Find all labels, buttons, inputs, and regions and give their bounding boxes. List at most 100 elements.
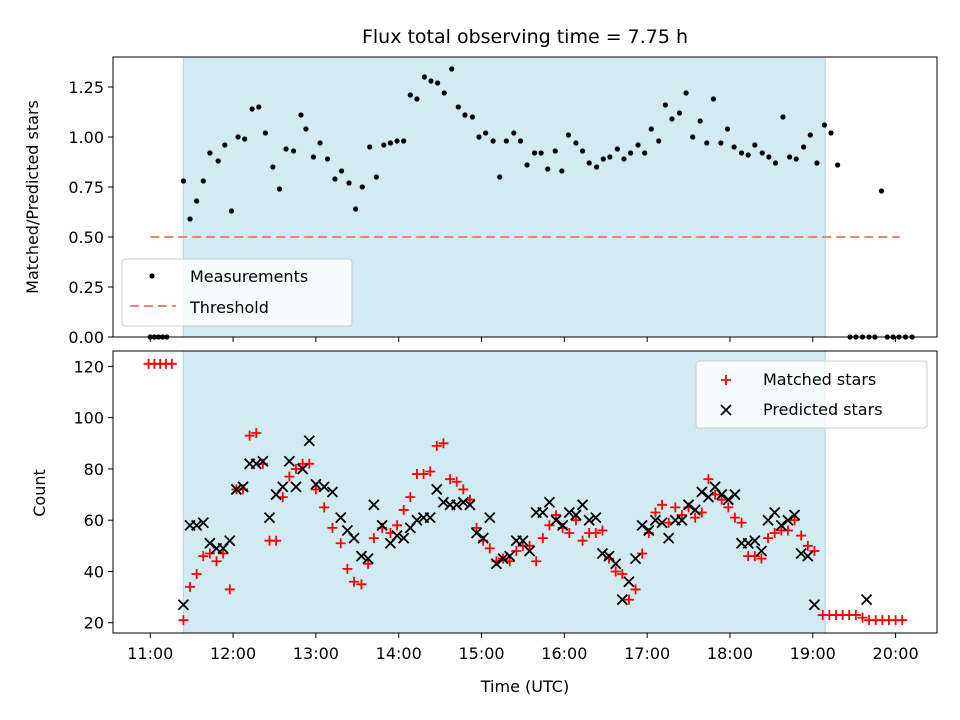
matched-star-point xyxy=(363,558,374,569)
predicted-star-point xyxy=(702,491,715,503)
bottom-y-axis-label: Count xyxy=(30,469,49,517)
measurement-point xyxy=(290,148,297,154)
predicted-star-point xyxy=(204,537,216,549)
bottom-y-tick-label: 60 xyxy=(84,511,104,530)
top-legend xyxy=(121,258,353,327)
measurement-point xyxy=(600,156,606,162)
measurement-point xyxy=(752,142,758,148)
predicted-star-point xyxy=(477,532,489,544)
predicted-star-point xyxy=(636,519,648,531)
bottom-y-tick-label: 40 xyxy=(84,562,104,581)
measurement-point xyxy=(387,140,394,146)
predicted-star-point xyxy=(649,514,662,526)
top-y-tick-label: 1.00 xyxy=(68,128,104,147)
matched-star-point xyxy=(769,528,780,539)
predicted-star-point xyxy=(197,517,209,529)
predicted-star-point xyxy=(550,514,562,526)
predicted-star-point xyxy=(537,506,549,519)
predicted-star-point xyxy=(457,496,469,508)
matched-star-point xyxy=(398,504,409,515)
matched-star-point xyxy=(425,466,436,477)
measurement-point xyxy=(497,174,503,180)
matched-star-point xyxy=(570,515,581,526)
measurement-point xyxy=(490,138,496,144)
matched-star-point xyxy=(597,525,608,536)
bottom-y-tick-label: 120 xyxy=(73,357,104,376)
predicted-star-point xyxy=(411,514,423,526)
predicted-star-point xyxy=(391,529,403,542)
top-y-tick-label: 0.50 xyxy=(68,228,104,247)
matched-star-point xyxy=(438,438,449,449)
measurement-point xyxy=(187,216,193,222)
predicted-star-point xyxy=(297,463,309,475)
matched-star-point xyxy=(335,538,346,549)
measurement-point xyxy=(476,134,482,140)
measurement-point xyxy=(511,130,517,136)
measurement-point xyxy=(559,168,565,174)
measurement-point xyxy=(228,208,235,214)
measurement-point xyxy=(614,146,620,152)
predicted-star-point xyxy=(424,511,436,524)
matched-star-point xyxy=(405,492,416,503)
matched-star-point xyxy=(484,543,495,554)
predicted-star-point xyxy=(808,599,821,611)
matched-star-point xyxy=(310,484,321,495)
predicted-star-point xyxy=(283,455,296,467)
matched-star-point xyxy=(431,440,442,451)
measurement-point xyxy=(428,78,434,84)
predicted-star-point xyxy=(543,496,556,508)
predicted-star-point xyxy=(451,499,463,511)
predicted-star-point xyxy=(596,547,609,560)
measurement-point xyxy=(731,144,737,150)
measurement-point xyxy=(401,138,407,144)
measurement-point xyxy=(552,148,558,154)
matched-star-point xyxy=(590,528,601,539)
measurement-point xyxy=(642,150,648,156)
matched-star-point xyxy=(284,471,295,482)
measurement-point xyxy=(222,142,228,148)
measurement-point xyxy=(180,178,186,184)
matched-star-point xyxy=(756,553,767,564)
matched-star-point xyxy=(716,494,727,505)
x-tick-label: 16:00 xyxy=(541,644,587,663)
bottom-legend xyxy=(695,360,928,429)
measurement-point xyxy=(607,154,613,160)
matched-star-point xyxy=(319,502,330,513)
predicted-star-point xyxy=(782,514,794,526)
predicted-star-point xyxy=(583,514,595,526)
measurement-point xyxy=(353,206,359,212)
measurement-point xyxy=(780,114,786,120)
matched-star-point xyxy=(451,476,462,487)
predicted-star-point xyxy=(224,535,236,547)
matched-star-point xyxy=(368,533,379,544)
measurement-point xyxy=(276,186,283,192)
measurement-point xyxy=(381,142,387,148)
matched-star-point xyxy=(524,540,535,551)
predicted-star-point xyxy=(437,496,450,508)
predicted-star-point xyxy=(623,576,635,588)
matched-star-point xyxy=(218,548,229,559)
matched-star-point xyxy=(191,569,202,580)
legend-matched-label: Matched stars xyxy=(763,370,876,389)
predicted-star-point xyxy=(335,511,347,524)
x-tick-label: 20:00 xyxy=(873,644,919,663)
measurement-point xyxy=(373,174,379,180)
x-tick-label: 12:00 xyxy=(210,644,256,663)
predicted-star-point xyxy=(795,547,807,560)
top-y-tick-label: 0.25 xyxy=(68,278,104,297)
predicted-star-point xyxy=(729,488,741,501)
matched-star-point xyxy=(178,615,189,626)
predicted-star-point xyxy=(570,509,582,521)
predicted-star-point xyxy=(326,486,339,498)
predicted-star-point xyxy=(590,511,602,524)
measurement-point xyxy=(565,132,572,138)
matched-star-point xyxy=(544,520,555,531)
predicted-star-point xyxy=(464,499,476,511)
measurement-point xyxy=(586,160,592,166)
x-tick-label: 14:00 xyxy=(376,644,422,663)
matched-star-point xyxy=(445,474,456,485)
matched-star-point xyxy=(166,358,177,369)
measurement-point xyxy=(194,198,200,204)
legend-predicted-label: Predicted stars xyxy=(763,400,883,419)
